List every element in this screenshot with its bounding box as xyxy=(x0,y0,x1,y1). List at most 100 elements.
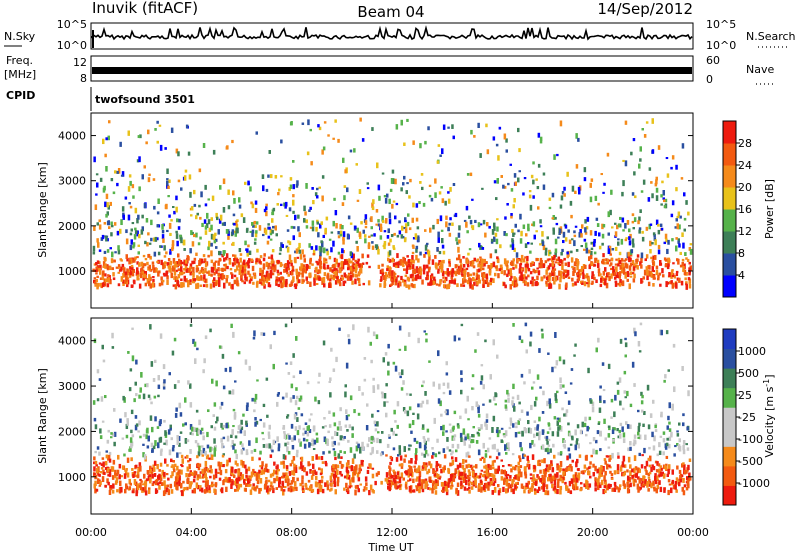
cell xyxy=(99,282,102,287)
cell xyxy=(468,455,471,458)
cell xyxy=(533,401,537,407)
cell xyxy=(483,465,486,469)
cell xyxy=(485,486,489,489)
cell xyxy=(292,276,295,282)
cell xyxy=(439,464,442,468)
cell xyxy=(153,205,156,210)
cell xyxy=(135,393,138,397)
cell xyxy=(386,478,389,484)
cell xyxy=(535,269,538,274)
cell xyxy=(267,282,271,288)
cell xyxy=(392,245,395,249)
cell xyxy=(291,437,294,442)
cell xyxy=(298,466,302,470)
cell xyxy=(569,490,573,495)
power-ylabel: Slant Range [km] xyxy=(36,162,49,258)
cell xyxy=(557,256,561,261)
cell xyxy=(648,481,652,487)
cell xyxy=(195,283,198,290)
cell xyxy=(571,282,575,287)
cell xyxy=(306,151,310,156)
cell xyxy=(632,138,636,142)
cell xyxy=(231,139,234,144)
freq-tick-bottom: 8 xyxy=(80,72,87,85)
cell xyxy=(259,487,262,492)
cell xyxy=(476,258,479,261)
cell xyxy=(558,468,562,473)
cell xyxy=(189,323,193,327)
cell xyxy=(97,466,100,472)
cell xyxy=(643,134,647,138)
cb-tick-0: 4 xyxy=(738,269,745,282)
cell xyxy=(308,209,311,213)
cell xyxy=(682,478,685,483)
cell xyxy=(640,482,643,487)
cell xyxy=(347,264,350,269)
cell xyxy=(331,269,334,273)
cell xyxy=(622,438,626,444)
cell xyxy=(209,475,212,479)
cell xyxy=(447,228,450,232)
cell xyxy=(374,421,378,427)
cell xyxy=(180,237,183,244)
cell xyxy=(510,488,513,493)
cell xyxy=(247,270,250,275)
cell xyxy=(585,282,589,285)
cell xyxy=(576,259,579,264)
cell xyxy=(528,190,532,193)
cell xyxy=(368,235,371,238)
cell xyxy=(467,252,470,256)
cell xyxy=(446,284,449,290)
cell xyxy=(570,435,574,439)
cell xyxy=(126,279,130,285)
cell xyxy=(231,262,235,267)
cell xyxy=(354,267,358,274)
cell xyxy=(130,457,133,462)
cell xyxy=(571,459,574,463)
cell xyxy=(155,267,158,273)
cell xyxy=(303,218,306,223)
cell xyxy=(290,423,294,429)
cell xyxy=(543,481,546,487)
cell xyxy=(267,174,270,178)
cell xyxy=(603,485,607,489)
cell xyxy=(202,143,206,148)
cell xyxy=(369,463,372,469)
cell xyxy=(514,483,517,490)
cell xyxy=(561,264,564,271)
cell xyxy=(502,433,506,436)
cell xyxy=(626,271,630,275)
cell xyxy=(267,256,271,259)
cell xyxy=(304,211,307,216)
cell xyxy=(492,476,496,482)
cell xyxy=(607,272,610,276)
cell xyxy=(438,475,442,479)
cell xyxy=(284,455,287,460)
cell xyxy=(228,457,231,463)
cell xyxy=(191,260,194,265)
cell xyxy=(407,332,411,337)
cell xyxy=(462,284,466,287)
cell xyxy=(93,456,96,461)
cell xyxy=(493,479,497,484)
cell xyxy=(678,422,681,426)
cell xyxy=(136,474,140,479)
cell xyxy=(404,454,407,458)
cell xyxy=(314,396,317,402)
cell xyxy=(171,240,175,246)
cell xyxy=(377,219,380,223)
cell xyxy=(307,119,310,126)
cell xyxy=(234,460,238,465)
cell xyxy=(538,264,542,268)
cell xyxy=(349,251,353,256)
cell xyxy=(651,149,655,154)
cell xyxy=(570,466,573,472)
cell xyxy=(204,450,207,456)
cell xyxy=(215,421,218,424)
cell xyxy=(395,202,399,206)
cell xyxy=(191,231,194,235)
cell xyxy=(216,416,219,422)
cell xyxy=(607,211,610,218)
cell xyxy=(126,268,129,274)
cell xyxy=(323,263,326,270)
